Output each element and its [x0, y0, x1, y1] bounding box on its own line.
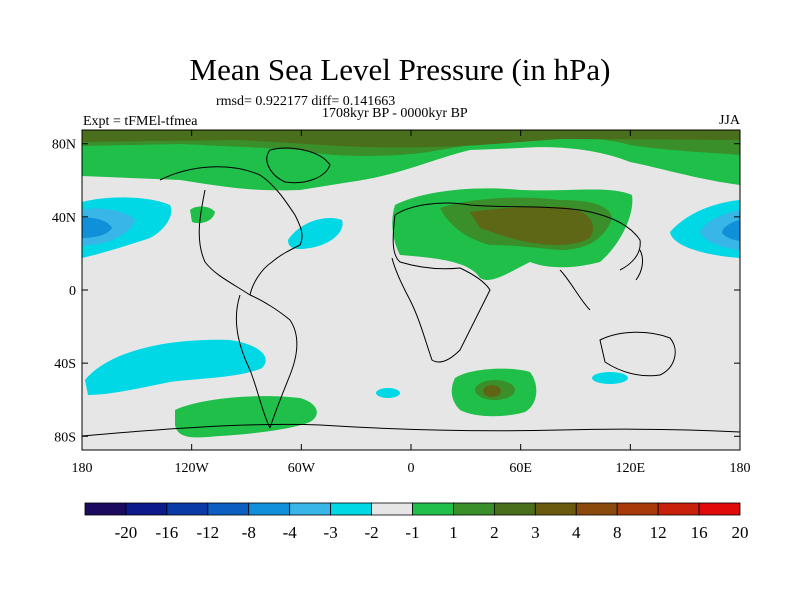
coast-na-west	[198, 189, 251, 296]
colorbar-label-8: 1	[449, 523, 458, 542]
colorbar-label-1: -16	[156, 523, 179, 542]
colorbar-swatch-1	[125, 502, 168, 516]
colorbar-label-3: -8	[242, 523, 256, 542]
colorbar-swatch-11	[534, 502, 577, 516]
field-spac-negative	[85, 339, 266, 395]
colorbar-label-10: 3	[531, 523, 540, 542]
colorbar-swatch-12	[575, 502, 618, 516]
colorbar-label-2: -12	[196, 523, 219, 542]
season-label: JJA	[718, 113, 740, 128]
coast-australia	[599, 331, 676, 377]
coast-antarctica	[82, 423, 740, 437]
colorbar-swatch-3	[207, 502, 250, 516]
colorbar-label-4: -4	[283, 523, 298, 542]
stats-line: rmsd= 0.922177 diff= 0.141663	[216, 94, 396, 109]
colorbar-label-14: 16	[691, 523, 708, 542]
lon-label-0: 180	[72, 461, 93, 476]
field-npac-west-negative-3	[82, 217, 112, 238]
lon-label-2: 60W	[288, 461, 316, 476]
lon-label-6: 180	[730, 461, 751, 476]
field-sind-negative	[592, 372, 628, 384]
field-npac-east-negative-3	[722, 220, 740, 241]
coast-greenland	[266, 147, 331, 184]
colorbar-swatch-9	[453, 502, 495, 516]
lat-label-3: 40S	[54, 357, 76, 372]
colorbar-label-13: 12	[650, 523, 667, 542]
pressure-field	[82, 130, 740, 450]
colorbar-swatch-2	[166, 502, 209, 516]
colorbar-swatch-4	[248, 502, 291, 516]
field-background	[82, 130, 740, 450]
coast-se-asia	[559, 269, 591, 311]
colorbar-label-15: 20	[732, 523, 749, 542]
field-satl-negative	[376, 388, 400, 398]
colorbar-swatch-15	[698, 502, 741, 516]
colorbar-label-9: 2	[490, 523, 499, 542]
colorbar-label-6: -2	[364, 523, 378, 542]
field-eurasia-positive-3	[470, 206, 594, 246]
colorbar-swatch-14	[657, 502, 700, 516]
plot-title: Mean Sea Level Pressure (in hPa)	[189, 52, 611, 87]
lon-label-5: 120E	[616, 461, 646, 476]
experiment-label: Expt = tFMEl-tfmea	[83, 114, 198, 129]
coastlines	[82, 147, 740, 437]
coast-africa	[391, 214, 491, 363]
lat-label-2: 0	[69, 284, 76, 299]
latitude-axis: 80N 40N 0 40S 80S	[52, 138, 740, 445]
coast-north-america	[159, 166, 303, 296]
lon-label-3: 0	[408, 461, 415, 476]
field-npac-east-negative-2	[700, 210, 740, 250]
period-line: 1708kyr BP - 0000kyr BP	[322, 106, 468, 121]
coast-south-america-west	[235, 294, 271, 429]
lon-label-1: 120W	[175, 461, 210, 476]
colorbar-swatch-7	[371, 502, 413, 516]
colorbar-label-0: -20	[115, 523, 138, 542]
colorbar: -20 -16 -12 -8 -4 -3 -2 -1 1 2 3 4 8 12 16 20	[84, 502, 749, 542]
coast-south-america	[249, 294, 298, 429]
field-atlantic-positive	[190, 206, 215, 224]
colorbar-swatch-10	[493, 502, 536, 516]
longitude-axis: 180 120W 60W 0 60E 120E 180	[72, 130, 751, 476]
colorbar-swatch-8	[412, 502, 454, 516]
field-siberia-neutral	[480, 161, 576, 196]
coast-japan	[635, 249, 644, 281]
colorbar-label-11: 4	[572, 523, 581, 542]
coast-eurasia	[394, 202, 641, 271]
field-indian-positive-3	[483, 385, 501, 397]
colorbar-swatch-6	[330, 502, 372, 516]
colorbar-label-7: -1	[405, 523, 419, 542]
field-arctic-positive-3	[82, 130, 740, 148]
colorbar-label-5: -3	[324, 523, 338, 542]
colorbar-swatch-0	[84, 502, 127, 516]
colorbar-swatch-5	[289, 502, 332, 516]
lat-label-1: 40N	[52, 211, 76, 226]
lat-label-4: 80S	[54, 430, 76, 445]
lon-label-4: 60E	[509, 461, 532, 476]
lat-label-0: 80N	[52, 138, 76, 153]
colorbar-swatch-13	[616, 502, 659, 516]
colorbar-label-12: 8	[613, 523, 622, 542]
